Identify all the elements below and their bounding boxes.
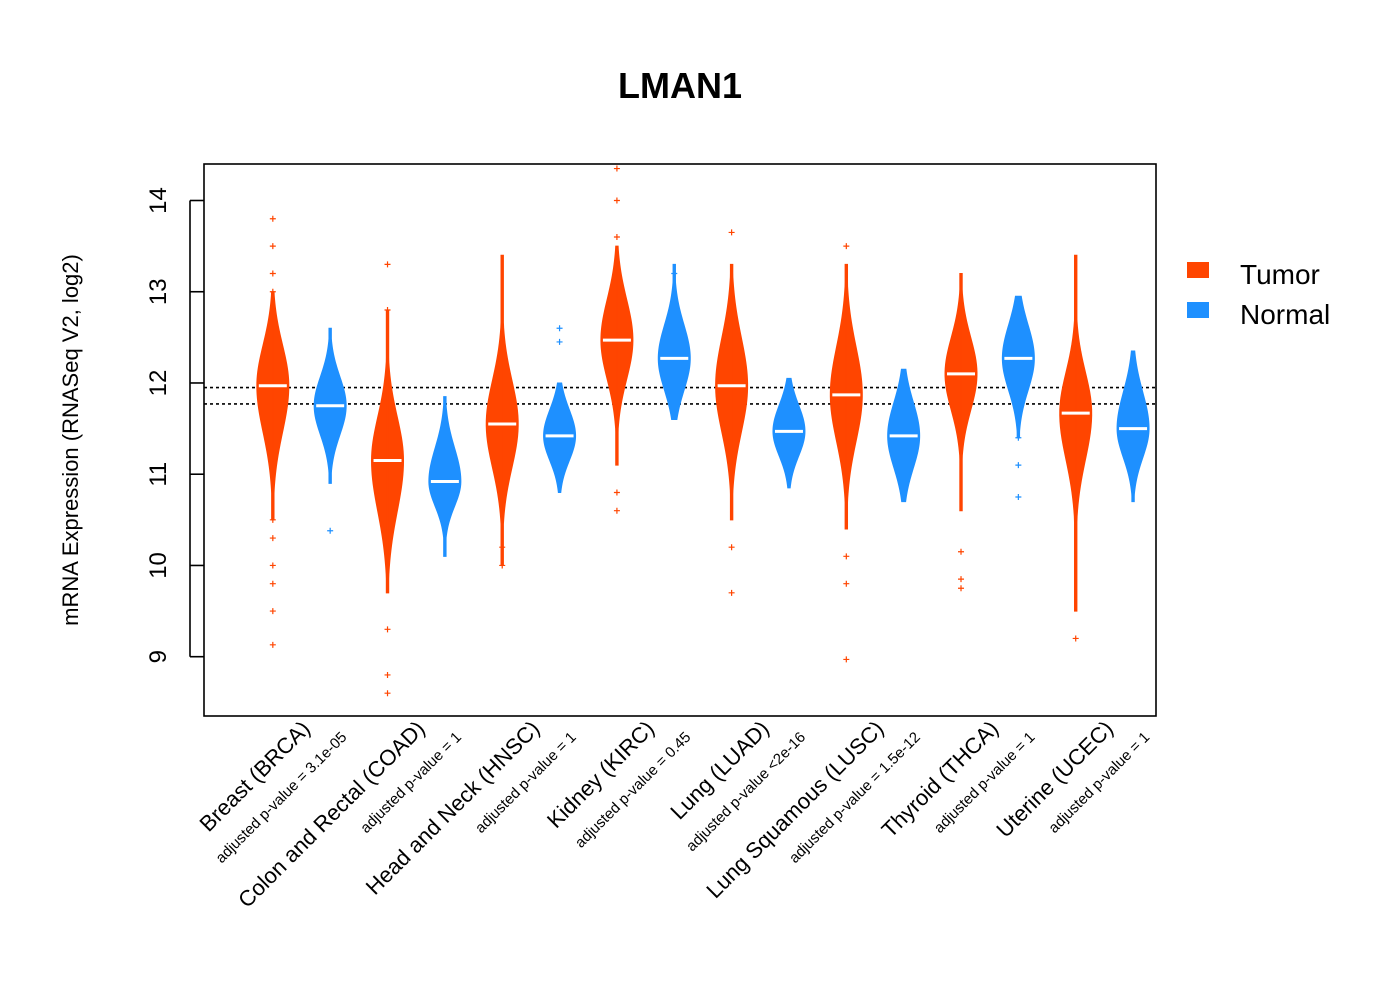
y-axis: 9 10 11 12 13 14 — [145, 187, 204, 663]
violin-tumor — [829, 243, 863, 663]
violin-tumor — [944, 272, 978, 592]
violin-tumor-outlier — [384, 690, 391, 697]
violin-normal — [1001, 295, 1035, 501]
violin-tumor-outlier — [958, 585, 965, 592]
y-tick-label: 10 — [145, 552, 172, 579]
violin-tumor-outlier — [269, 608, 276, 615]
y-tick-label: 9 — [145, 650, 172, 663]
violin-tumor-outlier — [843, 580, 850, 587]
violin-tumor-outlier — [269, 516, 276, 523]
violin-tumor — [256, 215, 290, 648]
violin-normal-outlier — [1015, 434, 1022, 441]
legend-swatch-normal — [1187, 302, 1209, 318]
violin-tumor-outlier — [384, 671, 391, 678]
violin-tumor — [371, 261, 405, 697]
violin-tumor-outlier — [958, 576, 965, 583]
violin-tumor-outlier — [613, 489, 620, 496]
y-axis-label: mRNA Expression (RNASeq V2, log2) — [58, 254, 83, 626]
violin-tumor-outlier — [613, 507, 620, 514]
y-tick-label: 11 — [145, 462, 172, 487]
violin-normal — [657, 263, 691, 420]
violin-normal — [428, 396, 462, 557]
violin-tumor-outlier — [499, 562, 506, 569]
legend-swatch-tumor — [1187, 262, 1209, 278]
violin-normal-outlier — [556, 338, 563, 345]
violin-normal — [1116, 350, 1150, 503]
violin-normal-outlier — [1015, 494, 1022, 501]
violin-tumor-outlier — [1072, 635, 1079, 642]
violin-tumor-outlier — [269, 215, 276, 222]
y-tick-label: 14 — [145, 187, 172, 214]
violin-tumor-outlier — [384, 261, 391, 268]
violin-tumor-outlier — [269, 243, 276, 250]
violin-tumor — [485, 254, 519, 569]
legend-label-tumor: Tumor — [1240, 259, 1320, 290]
violin-tumor — [600, 165, 634, 514]
legend-label-normal: Normal — [1240, 299, 1330, 330]
y-tick-label: 13 — [145, 278, 172, 305]
violin-tumor-outlier — [613, 197, 620, 204]
violin-normal — [543, 325, 577, 493]
violin-tumor-outlier — [613, 165, 620, 172]
violin-normal-outlier — [556, 325, 563, 332]
violin-normal-outlier — [1015, 462, 1022, 469]
violin-tumor-outlier — [728, 544, 735, 551]
violin-tumor-outlier — [843, 656, 850, 663]
violin-tumor-outlier — [958, 548, 965, 555]
violin-tumor-outlier — [613, 233, 620, 240]
violin-normal-outlier — [327, 527, 334, 534]
violin-normal — [313, 327, 347, 534]
violin-tumor-outlier — [728, 589, 735, 596]
plot-frame — [203, 163, 1157, 717]
violin-normal-outlier — [671, 270, 678, 277]
violin-tumor-outlier — [269, 641, 276, 648]
violin-tumor — [715, 229, 749, 596]
x-axis-labels: Breast (BRCA)adjusted p-value = 3.1e-05C… — [194, 716, 1153, 913]
violin-tumor-outlier — [269, 288, 276, 295]
violin-tumor-outlier — [384, 306, 391, 313]
violin-tumor-outlier — [269, 535, 276, 542]
violin-normal — [772, 377, 806, 489]
legend: Tumor Normal — [1187, 259, 1330, 330]
violin-tumor-outlier — [843, 553, 850, 560]
chart-title: LMAN1 — [618, 65, 742, 106]
violin-tumor-outlier — [843, 243, 850, 250]
violin-tumor-outlier — [499, 544, 506, 551]
violin-tumor-outlier — [384, 626, 391, 633]
violin-normal — [887, 368, 921, 503]
violin-tumor-outlier — [728, 229, 735, 236]
violin-tumor-outlier — [269, 580, 276, 587]
violins — [256, 165, 1150, 697]
y-tick-label: 12 — [145, 370, 172, 397]
violin-tumor-outlier — [269, 562, 276, 569]
violin-tumor-outlier — [269, 270, 276, 277]
violin-tumor — [1059, 254, 1093, 642]
